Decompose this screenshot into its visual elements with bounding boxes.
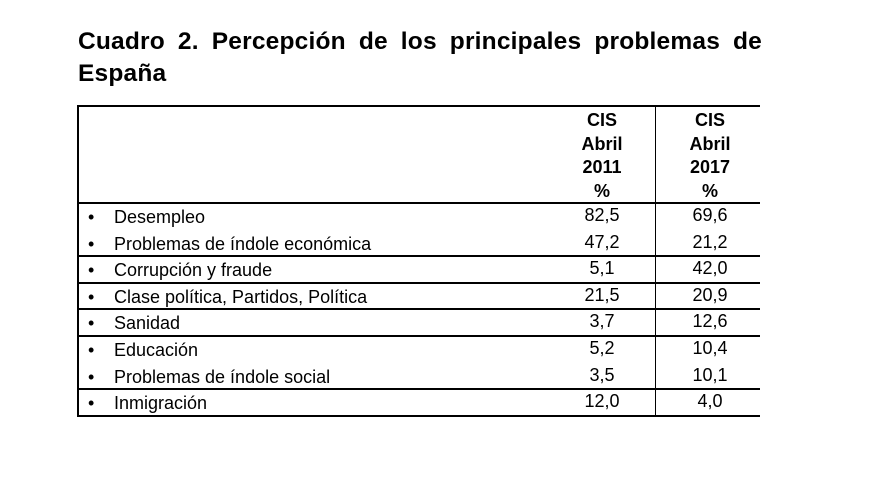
value-2011: 12,0	[584, 391, 620, 412]
value-2011: 21,5	[584, 284, 620, 305]
bullet-icon: •	[88, 233, 95, 254]
value-2011: 5,1	[589, 258, 615, 279]
value-2017: 21,2	[692, 231, 728, 252]
table-title: Cuadro 2. Percepción de los principales …	[78, 28, 762, 87]
value-2011: 3,7	[589, 311, 615, 332]
header-year: 2017	[689, 157, 731, 177]
problem-label: Educación	[114, 339, 199, 360]
problem-label: Sanidad	[114, 313, 181, 334]
value-2017: 69,6	[692, 205, 728, 225]
bullet-icon: •	[88, 313, 95, 334]
header-source: CIS	[586, 110, 617, 130]
table-header: CIS Abril 2011 % CIS Abril 2017 %	[77, 105, 760, 204]
value-2017: 10,4	[692, 337, 728, 358]
header-unit: %	[593, 180, 610, 201]
column-divider	[655, 310, 656, 335]
problem-label: Clase política, Partidos, Política	[114, 286, 368, 307]
bullet-icon: •	[88, 393, 95, 414]
table-row: • Problemas de índole económica 47,2 21,…	[77, 230, 760, 258]
value-2017: 20,9	[692, 284, 728, 305]
problem-label: Problemas de índole económica	[114, 233, 372, 254]
problem-label: Desempleo	[114, 207, 206, 227]
header-year: 2011	[582, 157, 622, 177]
table-row: • Clase política, Partidos, Política 21,…	[77, 283, 760, 311]
bullet-icon: •	[88, 366, 95, 387]
header-month: Abril	[689, 133, 731, 154]
column-divider	[655, 204, 656, 231]
problem-label: Inmigración	[114, 393, 208, 414]
column-divider	[655, 390, 656, 415]
value-2017: 42,0	[692, 258, 728, 279]
column-divider	[655, 283, 656, 309]
problem-label: Problemas de índole social	[114, 366, 331, 387]
value-2011: 5,2	[589, 337, 615, 358]
column-divider	[655, 230, 656, 256]
bullet-icon: •	[88, 260, 95, 281]
column-divider	[655, 107, 656, 202]
problem-label: Corrupción y fraude	[114, 260, 273, 281]
column-divider	[655, 257, 656, 282]
column-divider	[655, 363, 656, 389]
problems-table: CIS Abril 2011 % CIS Abril 2017 % • Dese…	[77, 105, 760, 417]
value-2017: 10,1	[692, 364, 728, 385]
header-2011: CIS Abril 2011 %	[549, 109, 655, 203]
header-source: CIS	[694, 110, 725, 130]
bullet-icon: •	[88, 207, 95, 227]
table-row: • Problemas de índole social 3,5 10,1	[77, 363, 760, 391]
value-2017: 4,0	[697, 391, 723, 412]
column-divider	[655, 336, 656, 364]
table-row: • Corrupción y fraude 5,1 42,0	[77, 257, 760, 284]
table-row: • Desempleo 82,5 69,6	[77, 204, 760, 231]
table-row: • Sanidad 3,7 12,6	[77, 310, 760, 337]
bullet-icon: •	[88, 339, 95, 360]
header-unit: %	[701, 180, 718, 201]
value-2011: 3,5	[589, 364, 615, 385]
header-2017: CIS Abril 2017 %	[657, 109, 763, 203]
value-2011: 47,2	[584, 231, 620, 252]
bullet-icon: •	[88, 286, 95, 307]
value-2017: 12,6	[692, 311, 728, 332]
table-row: • Educación 5,2 10,4	[77, 336, 760, 364]
table-row: • Inmigración 12,0 4,0	[77, 390, 760, 417]
value-2011: 82,5	[584, 205, 620, 225]
header-month: Abril	[581, 133, 623, 154]
